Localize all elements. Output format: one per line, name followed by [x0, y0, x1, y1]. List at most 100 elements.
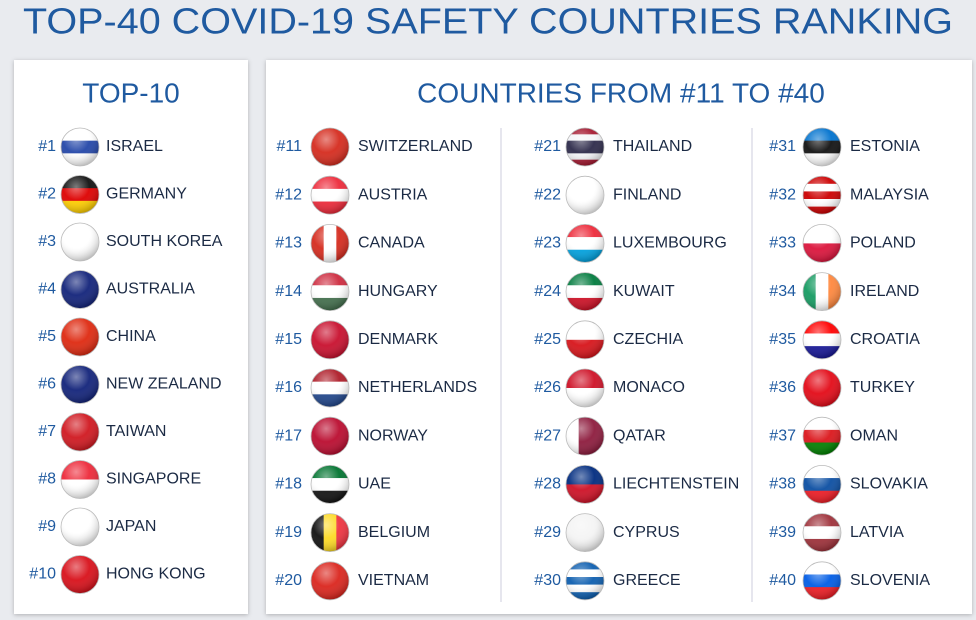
flag-gloss: [802, 513, 842, 552]
flag-gloss: [802, 223, 842, 263]
rank: #32: [769, 186, 796, 203]
flag-gloss: [565, 320, 605, 360]
rank: #20: [275, 572, 302, 589]
rank: #13: [275, 235, 302, 252]
flag-gloss: [60, 317, 100, 357]
country: BELGIUM: [358, 524, 430, 541]
country: FINLAND: [613, 186, 681, 203]
country: ESTONIA: [850, 138, 920, 155]
rank: #6: [38, 376, 56, 393]
rank: #2: [38, 186, 56, 203]
country: SLOVENIA: [850, 572, 930, 589]
country: CHINA: [106, 328, 156, 345]
country: MONACO: [613, 379, 685, 396]
rank: #37: [769, 427, 796, 444]
country: DENMARK: [358, 331, 438, 348]
flag-gloss: [565, 272, 605, 312]
flag-gloss: [565, 223, 605, 263]
country: NETHERLANDS: [358, 379, 477, 396]
country: NEW ZEALAND: [106, 376, 222, 393]
flag-gloss: [310, 561, 350, 601]
rank: #25: [534, 331, 561, 348]
panel-heading: COUNTRIES FROM #11 TO #40: [417, 77, 825, 108]
country: TAIWAN: [106, 423, 166, 440]
rank: #38: [769, 476, 796, 493]
flag-gloss: [60, 222, 100, 262]
flag-gloss: [310, 368, 350, 408]
country: JAPAN: [106, 518, 156, 535]
rank: #7: [38, 423, 56, 440]
country: SWITZERLAND: [358, 138, 473, 155]
flag-gloss: [565, 368, 605, 408]
rank: #19: [275, 524, 302, 541]
country: SLOVAKIA: [850, 476, 928, 493]
flag-gloss: [60, 175, 100, 214]
flag-gloss: [60, 555, 100, 594]
country: ISRAEL: [106, 138, 163, 155]
flag-gloss: [310, 320, 350, 360]
flag-gloss: [565, 561, 605, 601]
rank: #9: [38, 518, 56, 535]
rank: #3: [38, 233, 56, 250]
rank: #35: [769, 331, 796, 348]
page-title: TOP-40 COVID-19 SAFETY COUNTRIES RANKING: [23, 1, 953, 42]
flag-gloss: [60, 270, 100, 309]
flag-gloss: [802, 175, 842, 215]
panel-heading: TOP-10: [82, 77, 180, 108]
rank: #1: [38, 138, 56, 155]
flag-gloss: [802, 320, 842, 360]
flag-gloss: [802, 272, 842, 312]
flag-gloss: [802, 561, 842, 601]
flag-gloss: [310, 272, 350, 312]
rank: #33: [769, 235, 796, 252]
country: GREECE: [613, 572, 681, 589]
country: LUXEMBOURG: [613, 235, 727, 252]
rank: #4: [38, 281, 56, 298]
country: CYPRUS: [613, 524, 680, 541]
flag-gloss: [310, 464, 350, 504]
others-panel: [266, 60, 972, 614]
rank: #10: [29, 566, 56, 583]
flag-gloss: [60, 507, 100, 547]
country: KUWAIT: [613, 283, 675, 300]
flag-gloss: [310, 223, 350, 263]
country: CROATIA: [850, 331, 920, 348]
flag-gloss: [802, 464, 842, 504]
country: QATAR: [613, 427, 666, 444]
rank: #17: [275, 427, 302, 444]
country: POLAND: [850, 235, 916, 252]
country: SOUTH KOREA: [106, 233, 223, 250]
rank: #34: [769, 283, 796, 300]
flag-gloss: [802, 368, 842, 408]
rank: #16: [275, 379, 302, 396]
country: HONG KONG: [106, 566, 206, 583]
country: SINGAPORE: [106, 471, 201, 488]
rank: #39: [769, 524, 796, 541]
country: AUSTRIA: [358, 186, 428, 203]
flag-gloss: [565, 464, 605, 504]
rank: #23: [534, 235, 561, 252]
flag-gloss: [565, 416, 605, 456]
country: UAE: [358, 476, 391, 493]
country: VIETNAM: [358, 572, 429, 589]
flag-gloss: [310, 416, 350, 456]
rank: #27: [534, 427, 561, 444]
country: LIECHTENSTEIN: [613, 476, 739, 493]
country: LATVIA: [850, 524, 904, 541]
country: MALAYSIA: [850, 186, 929, 203]
country: THAILAND: [613, 138, 692, 155]
rank: #22: [534, 186, 561, 203]
rank: #11: [276, 138, 302, 155]
country: IRELAND: [850, 283, 919, 300]
rank: #21: [534, 138, 561, 155]
rank: #36: [769, 379, 796, 396]
flag-gloss: [310, 127, 350, 167]
flag-gloss: [565, 513, 605, 552]
country: CZECHIA: [613, 331, 684, 348]
flag-gloss: [802, 127, 842, 167]
flag-gloss: [60, 365, 100, 404]
flag-gloss: [565, 127, 605, 167]
rank: #8: [38, 471, 56, 488]
flag-gloss: [310, 513, 350, 552]
